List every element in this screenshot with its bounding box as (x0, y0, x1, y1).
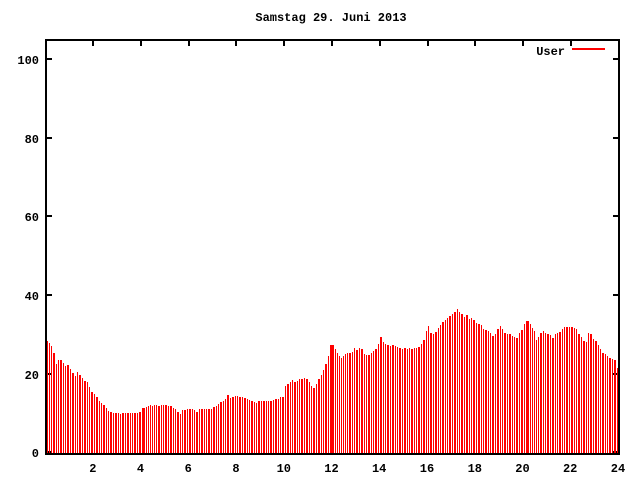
svg-text:40: 40 (25, 290, 39, 304)
svg-text:24: 24 (611, 462, 625, 476)
svg-text:User: User (536, 45, 565, 59)
svg-text:22: 22 (563, 462, 577, 476)
svg-text:20: 20 (25, 369, 39, 383)
svg-text:60: 60 (25, 211, 39, 225)
svg-text:8: 8 (232, 462, 239, 476)
svg-text:12: 12 (324, 462, 338, 476)
svg-text:2: 2 (89, 462, 96, 476)
svg-text:4: 4 (137, 462, 144, 476)
svg-text:18: 18 (468, 462, 482, 476)
svg-text:16: 16 (420, 462, 434, 476)
svg-text:6: 6 (185, 462, 192, 476)
svg-text:Samstag 29. Juni 2013: Samstag 29. Juni 2013 (255, 11, 406, 25)
svg-text:10: 10 (277, 462, 291, 476)
svg-text:14: 14 (372, 462, 386, 476)
svg-text:80: 80 (25, 133, 39, 147)
svg-text:20: 20 (515, 462, 529, 476)
svg-text:0: 0 (32, 447, 39, 461)
svg-text:100: 100 (17, 54, 39, 68)
